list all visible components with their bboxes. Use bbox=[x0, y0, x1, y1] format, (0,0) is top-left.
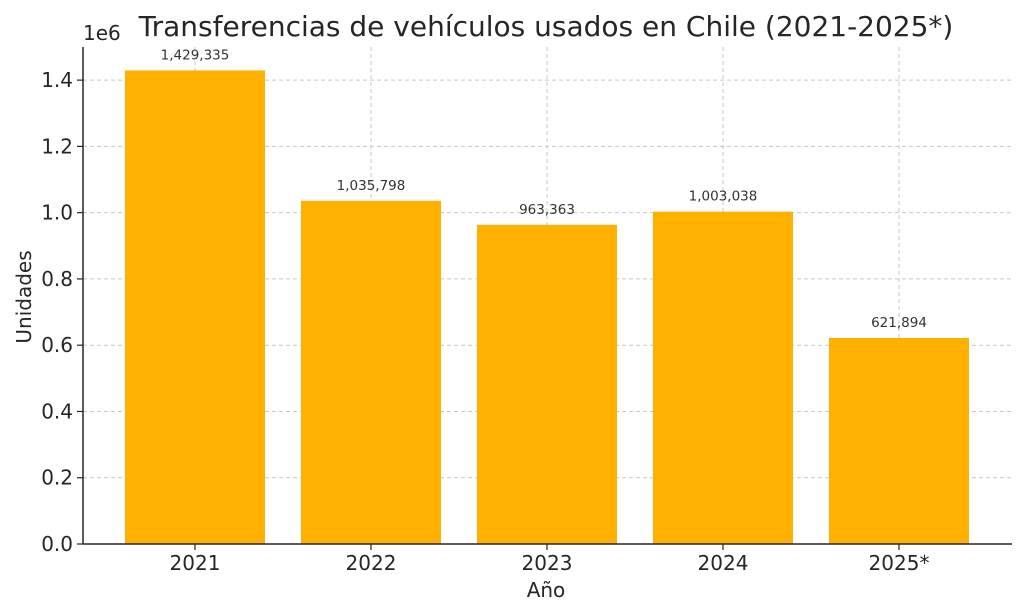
x-axis-label: Año bbox=[527, 578, 566, 602]
data-label: 621,894 bbox=[871, 315, 927, 331]
x-tick-label: 2024 bbox=[698, 551, 749, 575]
x-tick-label: 2025* bbox=[869, 551, 930, 575]
data-label: 1,429,335 bbox=[161, 47, 230, 63]
y-tick-label: 0.8 bbox=[41, 267, 73, 291]
data-labels: 1,429,335 1,035,798 963,363 1,003,038 621,89… bbox=[161, 47, 927, 331]
data-label: 963,363 bbox=[519, 202, 575, 218]
data-label: 1,035,798 bbox=[337, 178, 406, 194]
y-tick-label: 1.0 bbox=[41, 201, 73, 225]
bars bbox=[125, 70, 969, 545]
chart-title: Transferencias de vehículos usados en Ch… bbox=[138, 10, 954, 43]
bar bbox=[301, 200, 441, 544]
x-tick-label: 2022 bbox=[346, 551, 397, 575]
y-tick-label: 0.2 bbox=[41, 466, 73, 490]
bar bbox=[829, 337, 969, 544]
y-tick-label: 0.4 bbox=[41, 399, 73, 423]
axes: 0.0 0.2 0.4 0.6 0.8 1.0 1.2 1.4 2021 2022 2023 2024… bbox=[41, 47, 1012, 575]
bar bbox=[125, 70, 265, 545]
y-tick-label: 1.2 bbox=[41, 134, 73, 158]
y-tick-label: 0.6 bbox=[41, 333, 73, 357]
x-tick-label: 2021 bbox=[170, 551, 221, 575]
y-tick-label: 1.4 bbox=[41, 68, 73, 92]
y-axis-label: Unidades bbox=[12, 250, 36, 343]
y-offset-label: 1e6 bbox=[83, 21, 121, 45]
bar bbox=[653, 211, 793, 544]
y-tick-label: 0.0 bbox=[41, 532, 73, 556]
data-label: 1,003,038 bbox=[689, 189, 758, 205]
x-tick-label: 2023 bbox=[522, 551, 573, 575]
bar bbox=[477, 224, 617, 544]
